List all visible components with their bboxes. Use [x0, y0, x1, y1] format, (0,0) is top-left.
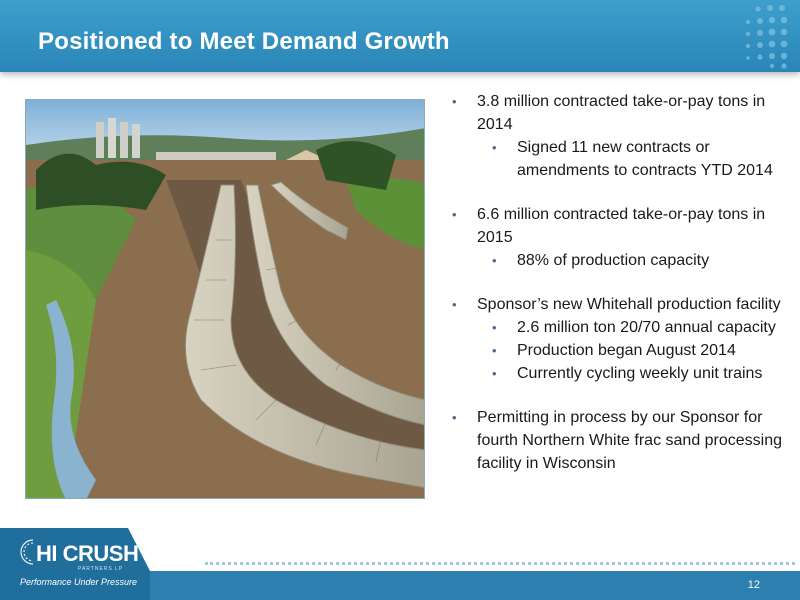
bullet-item: 3.8 million contracted take-or-pay tons … [452, 90, 797, 136]
page-number: 12 [747, 579, 760, 591]
hi-crush-logo-icon [20, 539, 34, 565]
bullet-item: 6.6 million contracted take-or-pay tons … [452, 203, 797, 249]
rail-yard-photo [25, 99, 425, 499]
sub-bullet-item: 88% of production capacity [452, 249, 797, 272]
sub-bullet-item: Currently cycling weekly unit trains [452, 362, 797, 385]
logo-subtitle: PARTNERS LP [78, 566, 124, 572]
logo-tagline: Performance Under Pressure [20, 577, 138, 587]
logo-tab [0, 528, 150, 600]
logo-name: HI CRUSH [36, 541, 139, 566]
sub-bullet-item: Signed 11 new contracts or amendments to… [452, 136, 797, 182]
page-title: Positioned to Meet Demand Growth [38, 28, 450, 55]
bullet-item: Permitting in process by our Sponsor for… [452, 406, 797, 475]
header-bar: Positioned to Meet Demand Growth [0, 0, 800, 72]
bullet-list: 3.8 million contracted take-or-pay tons … [452, 90, 797, 475]
sub-bullet-item: 2.6 million ton 20/70 annual capacity [452, 316, 797, 339]
bullet-item: Sponsor’s new Whitehall production facil… [452, 293, 797, 316]
dot-pattern-decoration [745, 5, 788, 69]
sub-bullet-item: Production began August 2014 [452, 339, 797, 362]
dotted-divider [205, 562, 795, 565]
